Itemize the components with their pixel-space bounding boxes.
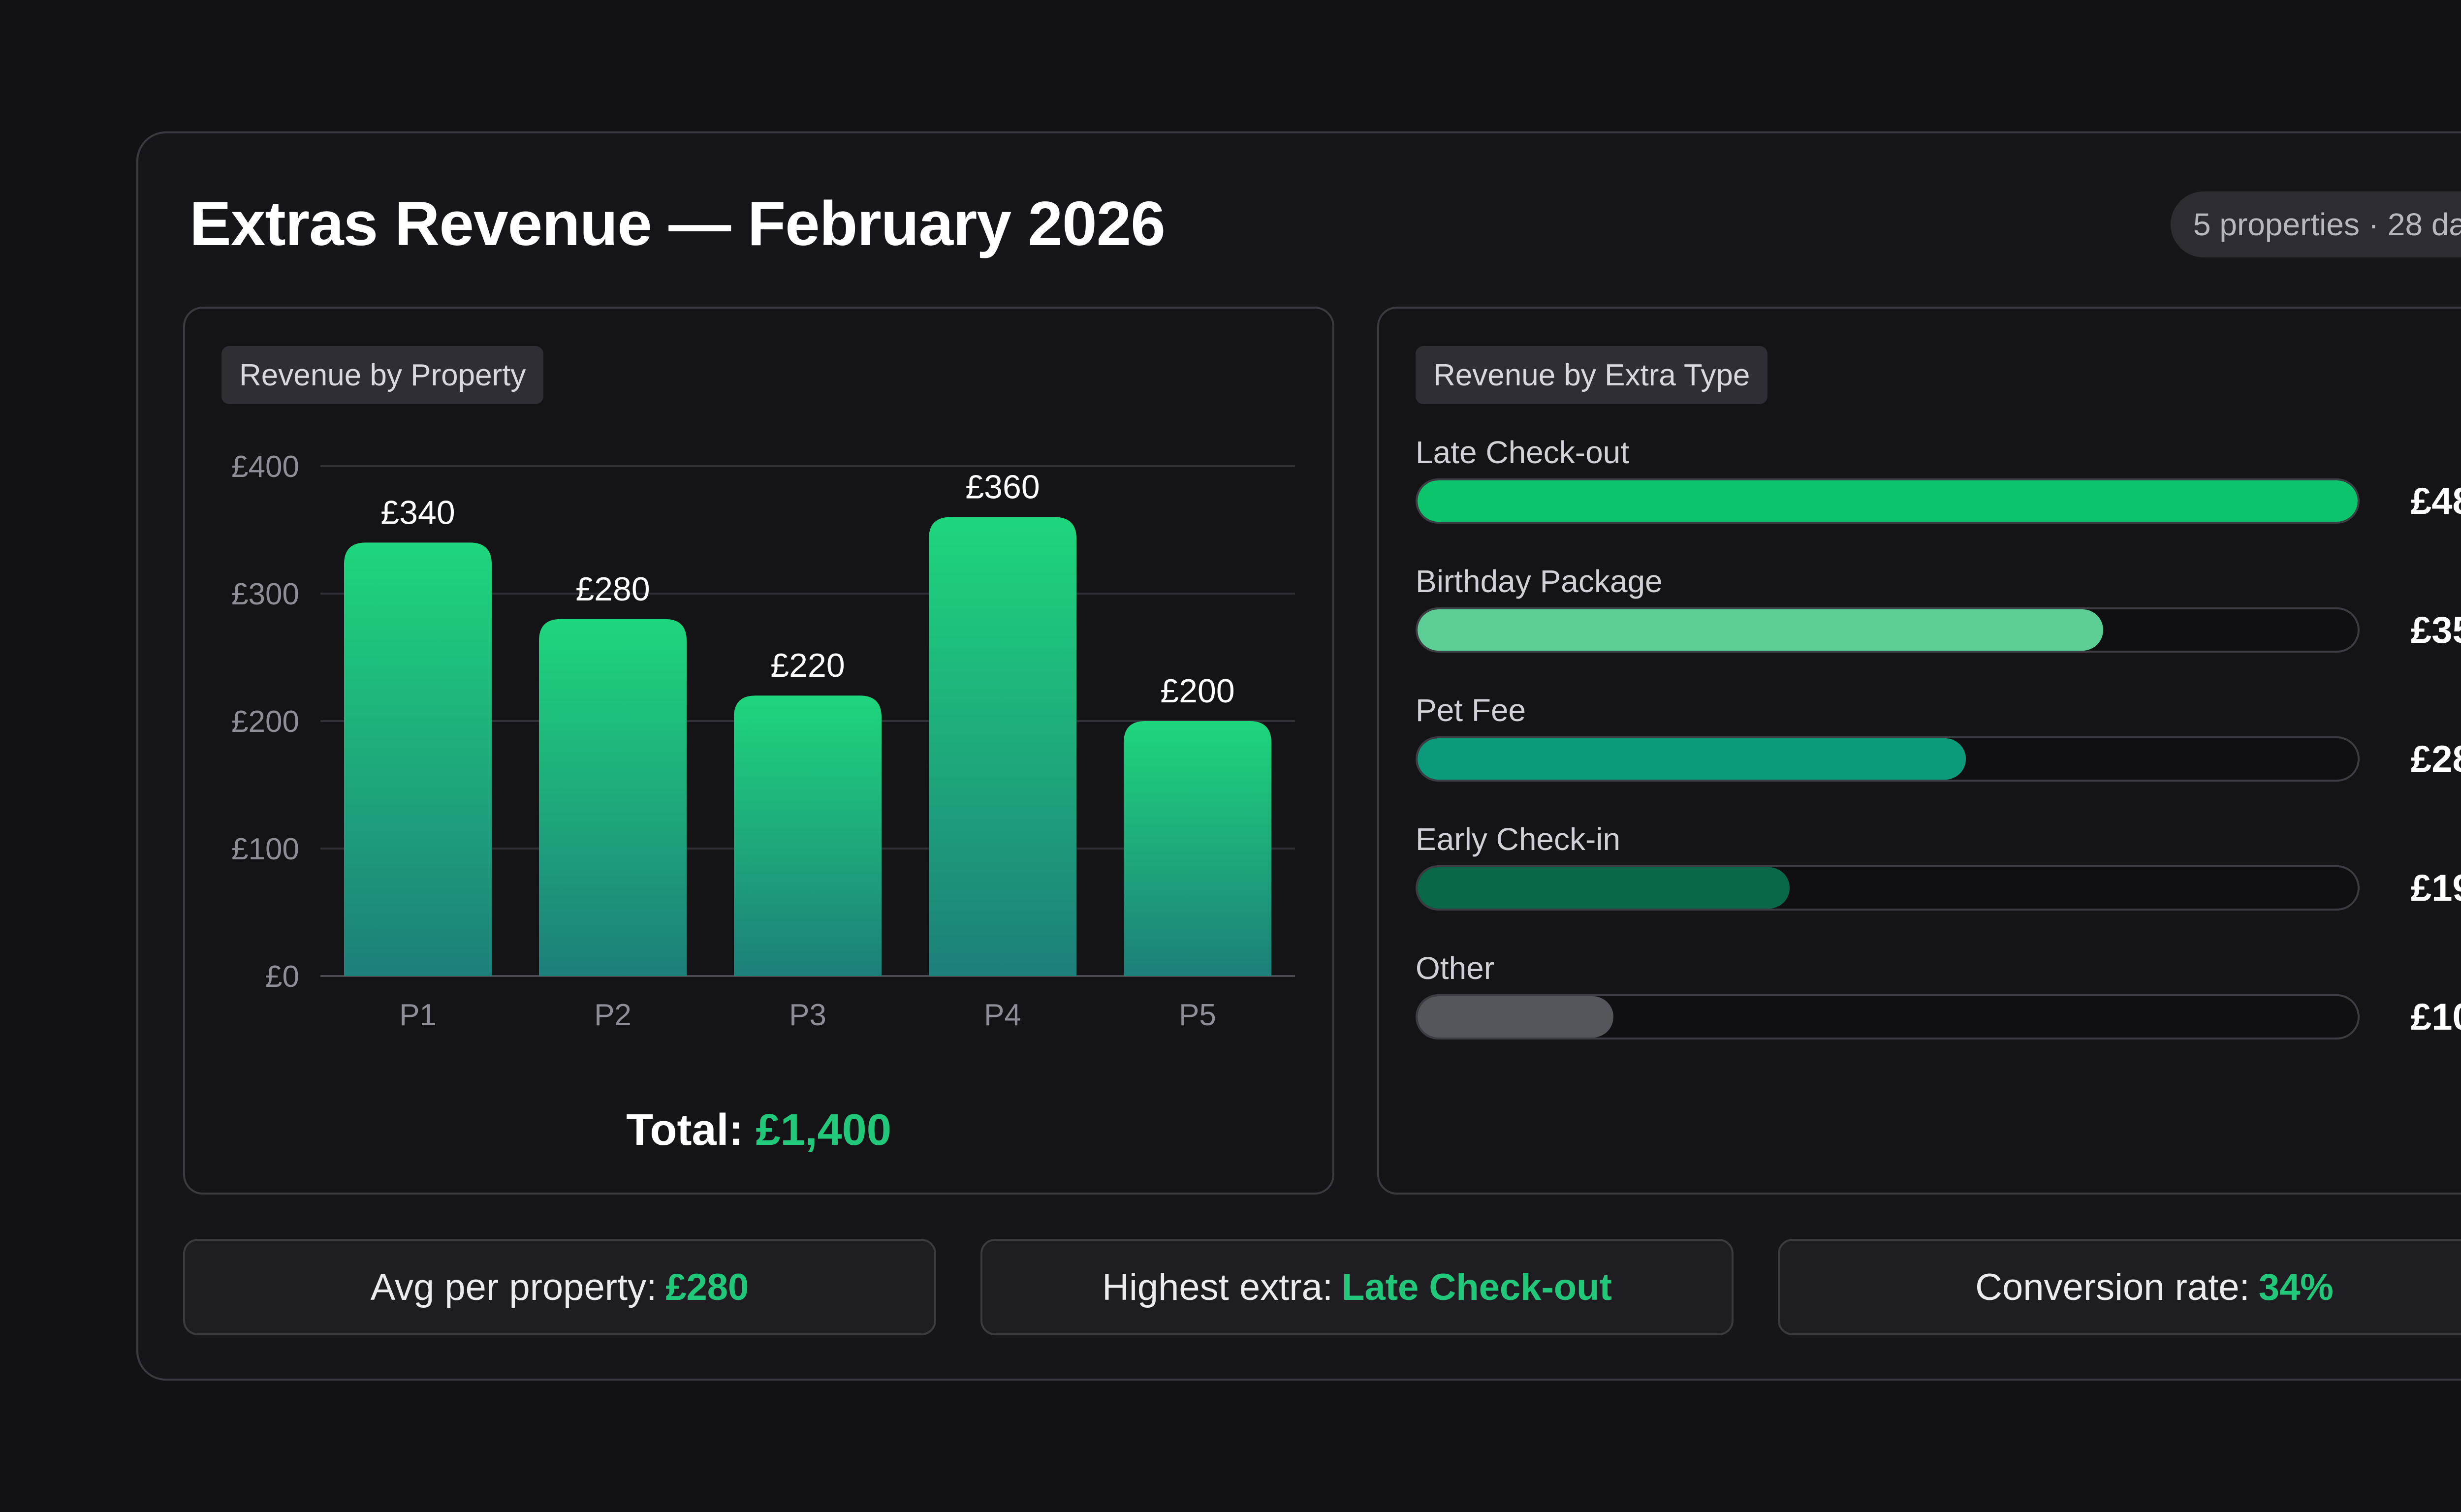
x-tick-label: P3: [789, 998, 826, 1032]
total-value: £1,400: [756, 1105, 891, 1155]
x-tick-label: P5: [1179, 998, 1216, 1032]
extra-bar-fill: [1418, 480, 2358, 522]
stat-value: Late Check-out: [1341, 1266, 1612, 1308]
bar-value-label: £340: [380, 494, 455, 531]
stat-value: £280: [665, 1266, 749, 1308]
extra-value: £350: [2410, 609, 2461, 651]
x-tick-label: P4: [984, 998, 1021, 1032]
bar-p5: [1124, 721, 1271, 976]
extra-value: £280: [2410, 738, 2461, 780]
extra-bar-fill: [1418, 867, 1790, 909]
x-tick-label: P1: [399, 998, 437, 1032]
extra-value: £100: [2410, 996, 2461, 1038]
x-tick-label: P2: [594, 998, 631, 1032]
stat-value: 34%: [2258, 1266, 2334, 1308]
extra-value: £190: [2410, 867, 2461, 909]
bar-p2: [539, 619, 687, 976]
extra-bar-fill: [1418, 996, 1613, 1038]
extra-bar-track: [1416, 736, 2360, 782]
bar-value-label: £200: [1160, 672, 1234, 710]
stat-highest-extra: Highest extra: Late Check-out: [980, 1239, 1734, 1335]
bar-value-label: £280: [575, 570, 650, 608]
stat-label: Highest extra:: [1102, 1266, 1333, 1308]
total-revenue: Total: £1,400: [185, 1105, 1332, 1156]
y-tick-label: £100: [231, 832, 299, 866]
revenue-by-property-panel: Revenue by Property £0 £100 £200 £300 £400 £3…: [183, 307, 1334, 1195]
y-tick-label: £300: [231, 577, 299, 611]
dashboard-card: Extras Revenue — February 2026 5 propert…: [136, 131, 2461, 1381]
extra-bar-fill: [1418, 609, 2103, 651]
y-tick-label: £0: [265, 960, 299, 994]
revenue-by-extra-panel: Revenue by Extra Type Late Check-out £480…: [1377, 307, 2461, 1195]
extra-label: Other: [1416, 950, 1495, 986]
panel-title-extra: Revenue by Extra Type: [1416, 346, 1768, 404]
bar-p4: [929, 517, 1076, 976]
extra-bar-track: [1416, 607, 2360, 653]
total-label: Total:: [626, 1105, 744, 1155]
panel-title-property: Revenue by Property: [221, 346, 544, 404]
period-badge: 5 properties · 28 days: [2171, 191, 2461, 257]
extra-value: £480: [2410, 480, 2461, 522]
stat-avg-per-property: Avg per property: £280: [183, 1239, 936, 1335]
extra-label: Early Check-in: [1416, 821, 1621, 857]
extra-label: Birthday Package: [1416, 564, 1663, 599]
y-tick-label: £400: [231, 450, 299, 484]
page-title: Extras Revenue — February 2026: [189, 189, 1166, 258]
extra-bar-track: [1416, 478, 2360, 524]
bar-p1: [344, 542, 492, 976]
stat-conversion-rate: Conversion rate: 34%: [1778, 1239, 2461, 1335]
extra-bar-fill: [1418, 738, 1966, 780]
extra-label: Late Check-out: [1416, 435, 1630, 470]
bar-value-label: £360: [965, 469, 1040, 506]
y-tick-label: £200: [231, 705, 299, 739]
bar-p3: [734, 695, 882, 976]
extra-bar-track: [1416, 865, 2360, 911]
stat-label: Avg per property:: [370, 1266, 657, 1308]
extra-label: Pet Fee: [1416, 693, 1526, 728]
extra-bar-track: [1416, 994, 2360, 1040]
stat-label: Conversion rate:: [1975, 1266, 2250, 1308]
property-bar-chart: £0 £100 £200 £300 £400 £340 P1 £280 P2 £220 P3 £360…: [231, 450, 1295, 1032]
bar-value-label: £220: [770, 647, 845, 684]
